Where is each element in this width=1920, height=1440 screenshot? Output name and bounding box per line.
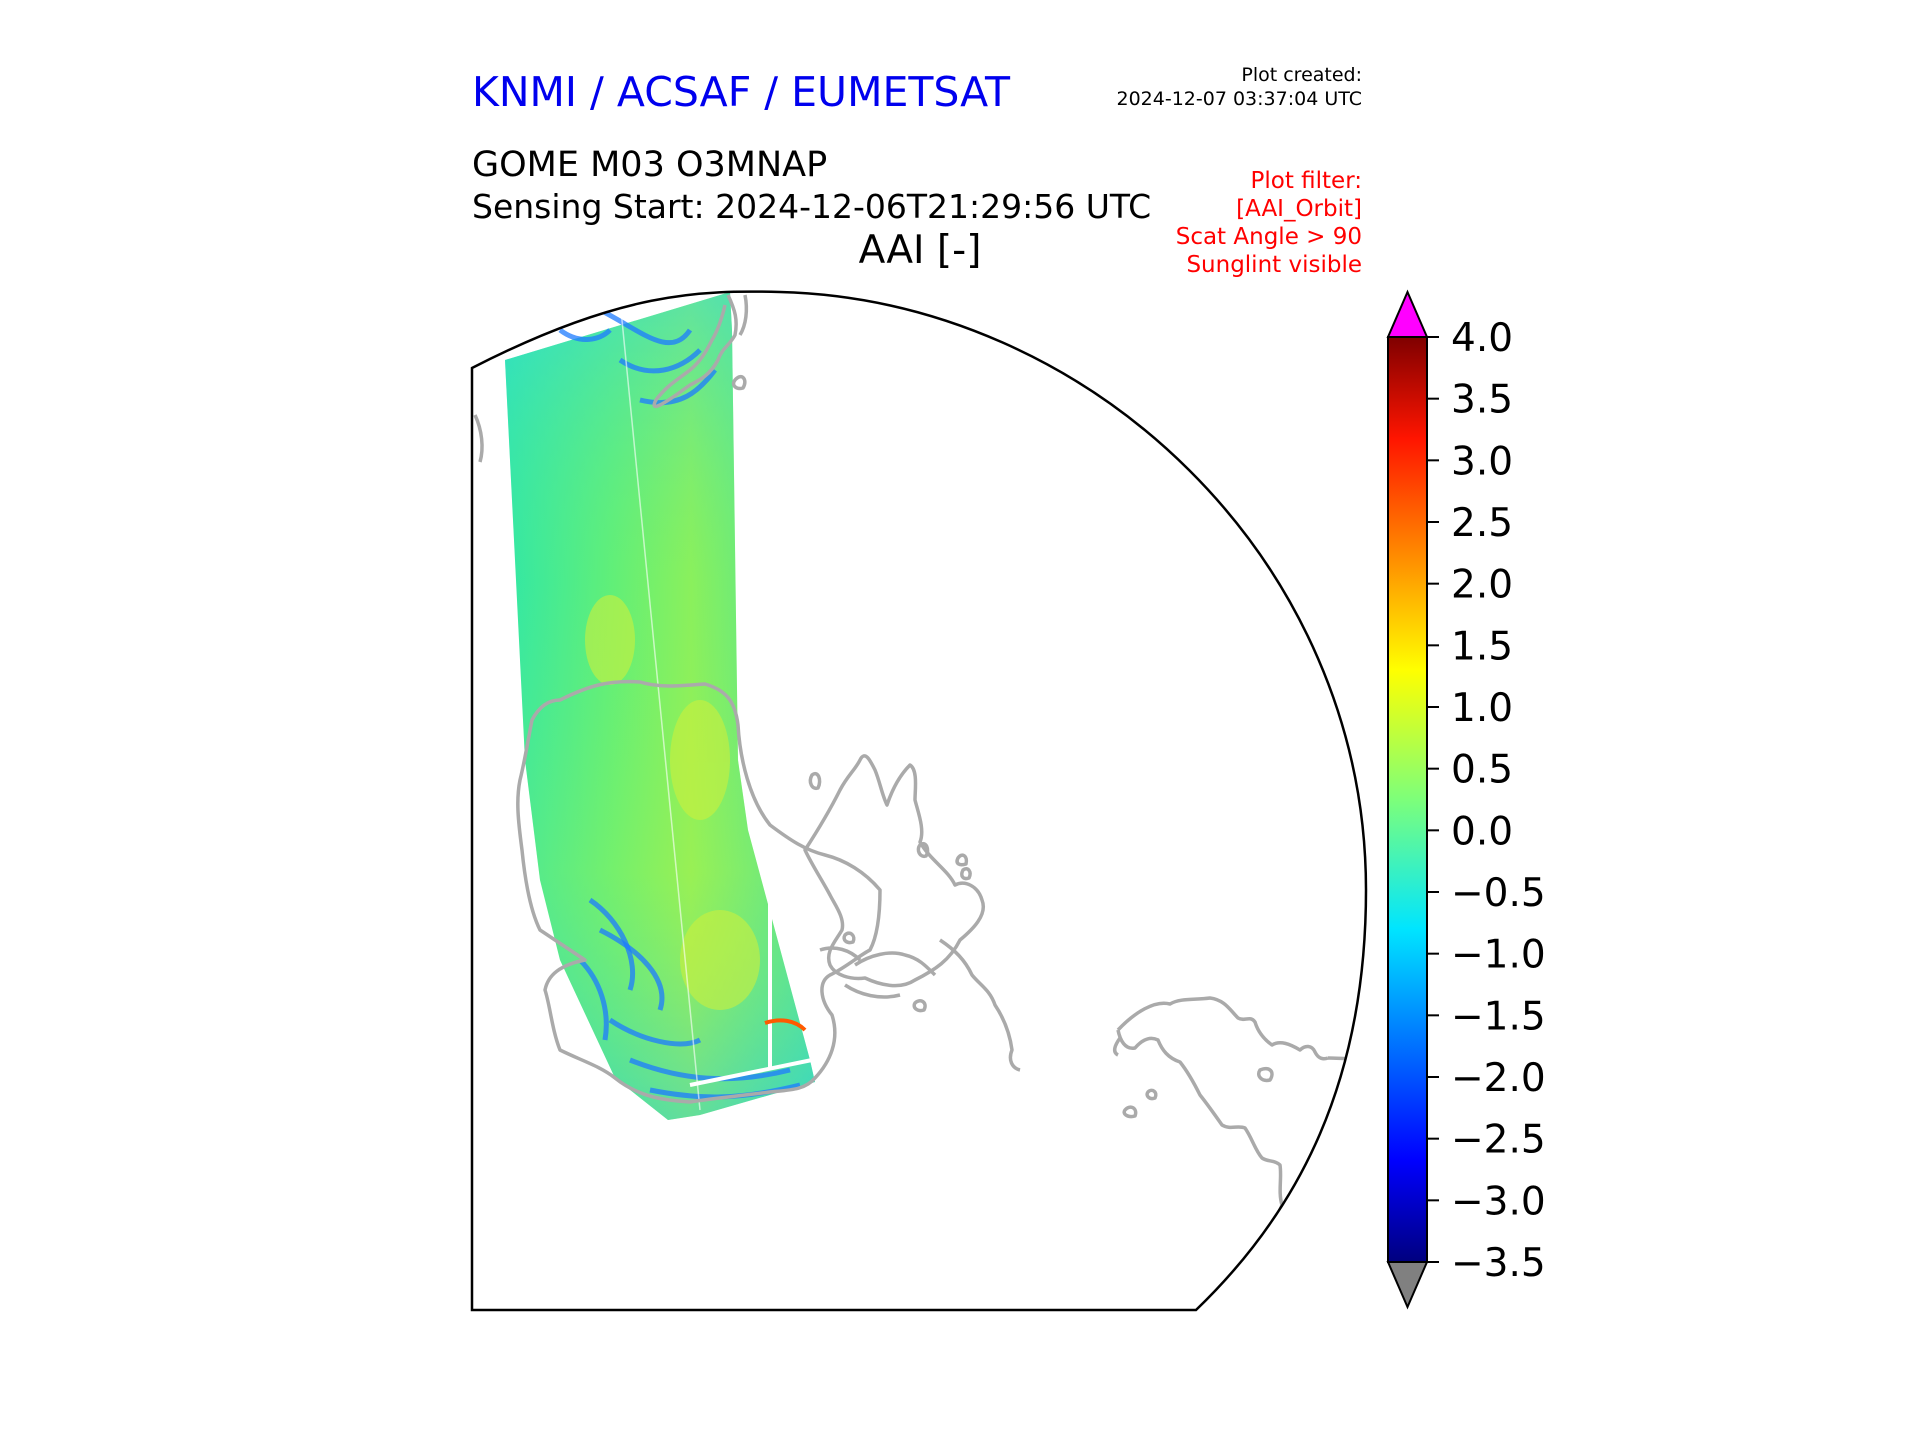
plot-filter-sunglint: Sunglint visible [1186,252,1362,278]
sensing-start: Sensing Start: 2024-12-06T21:29:56 UTC [472,187,1152,226]
map-content [473,292,1366,1239]
colorbar-tick-label: 0.0 [1451,809,1513,854]
colorbar-tick-label: −2.5 [1451,1118,1546,1163]
swath-track-line [619,299,701,1111]
map-border [470,290,1368,1312]
colorbar-tick-label: 3.5 [1451,378,1513,423]
organization-title: KNMI / ACSAF / EUMETSAT [472,68,1011,116]
variable-title: AAI [-] [858,228,982,273]
colorbar-over-triangle [1386,289,1429,338]
coastlines [473,294,1366,1239]
colorbar-tick-label: −1.5 [1451,994,1546,1039]
colorbar-tick-label: 4.0 [1451,316,1513,361]
product-title: GOME M03 O3MNAP [472,145,828,185]
colorbar-tick-label: −1.0 [1451,933,1546,978]
plot-filter-label: Plot filter: [1250,168,1362,194]
colorbar-tick-label: −0.5 [1451,871,1546,916]
swath-gap-line [689,1058,813,1087]
colorbar-tick-label: 2.0 [1451,563,1513,608]
plot-filter-orbit: [AAI_Orbit] [1236,196,1362,222]
colorbar-tick-label: −3.5 [1451,1241,1546,1286]
colorbar-gradient [1387,336,1428,1263]
colorbar-tick-label: 1.0 [1451,686,1513,731]
high-aai-patches [585,595,760,1010]
plot-created-label: Plot created: [1241,64,1362,86]
colorbar-tick-label: 0.5 [1451,748,1513,793]
colorbar-tick-label: 3.0 [1451,439,1513,484]
colorbar-tick-label: 1.5 [1451,624,1513,669]
plot-filter-scat-angle: Scat Angle > 90 [1175,224,1362,250]
colorbar-tick-label: −2.0 [1451,1056,1546,1101]
aai-arc-feature [764,1018,807,1032]
colorbar-tick-label: 2.5 [1451,501,1513,546]
colorbar-tick-label: −3.0 [1451,1179,1546,1224]
colorbar-under-triangle [1386,1261,1429,1310]
colorbar-ticks: 4.0 3.5 3.0 2.5 2.0 1.5 1.0 0.5 0.0 −0.5 −1.0 −1.5 −… [1427,316,1546,1286]
plot-created-timestamp: 2024-12-07 03:37:04 UTC [1116,88,1363,110]
